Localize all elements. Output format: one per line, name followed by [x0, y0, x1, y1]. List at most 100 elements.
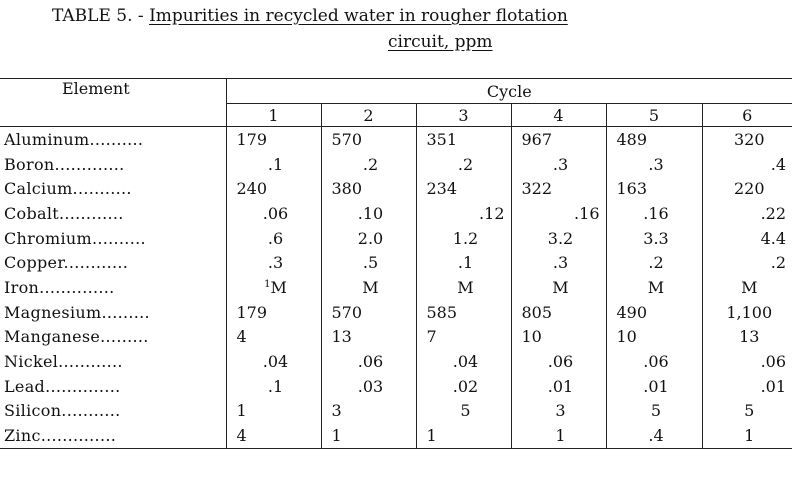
- table-row: Lead.............. .1.03.02.01.01.01: [0, 373, 793, 399]
- value-cell: M: [605, 275, 702, 300]
- element-name: Manganese.........: [4, 327, 149, 347]
- value-cell: .06: [225, 201, 321, 226]
- cycle-number-header: 6: [701, 103, 793, 127]
- table-row: Cobalt............ .06.10.12.16.16.22: [0, 201, 793, 226]
- table-row: Zinc.............. 4 1 1 1.4 1: [0, 423, 793, 449]
- element-name: Cobalt............: [4, 203, 124, 223]
- cycle-number-header: 4: [510, 103, 606, 127]
- value-cell: .06: [510, 349, 606, 374]
- table-number: TABLE 5. -: [52, 6, 144, 26]
- value-cell: 10: [605, 324, 702, 350]
- value-cell: .04: [225, 349, 321, 374]
- value-cell: .06: [605, 349, 702, 374]
- value-cell: .1: [225, 151, 321, 177]
- value-cell: .2: [415, 151, 511, 177]
- value-cell: 380: [320, 176, 416, 202]
- value-cell: 351: [415, 126, 511, 152]
- value-cell: .01: [701, 373, 793, 399]
- value-cell: M: [415, 275, 511, 300]
- value-cell: M: [701, 275, 793, 300]
- value-cell: 179: [225, 299, 321, 325]
- table-row: Nickel............ .04.06.04.06.06.06: [0, 349, 793, 374]
- table-row: Boron............. .1.2.2.3.3.4: [0, 151, 793, 177]
- value-cell: .4: [701, 151, 793, 177]
- table-row: Manganese......... 4 13 7 10 10 13: [0, 324, 793, 350]
- value-cell: .3: [225, 250, 321, 276]
- value-cell: 1: [225, 398, 321, 424]
- table-row: Calcium........... 240 380 234 322 163 220: [0, 176, 793, 202]
- value-cell: .1: [225, 373, 321, 399]
- element-column-header: Element: [0, 78, 226, 127]
- element-name: Zinc..............: [0, 423, 226, 449]
- value-cell: .4: [605, 423, 702, 449]
- table-row: Iron.............. 1M M M M M M: [0, 275, 793, 300]
- value-cell: 4.4: [701, 225, 793, 251]
- table-row: Silicon........... 1 3 5 3 5 5: [0, 398, 793, 424]
- value-cell: .1: [415, 250, 511, 276]
- value-cell: 489: [605, 126, 702, 152]
- element-name: Calcium...........: [4, 179, 132, 199]
- value-cell: 240: [225, 176, 321, 202]
- value-cell: 570: [320, 126, 416, 152]
- value-cell: 13: [320, 324, 416, 350]
- element-name: Boron.............: [4, 154, 125, 174]
- value-cell: 234: [415, 176, 511, 202]
- value-cell: 967: [510, 126, 606, 152]
- value-cell: .03: [320, 373, 416, 399]
- value-cell: 3.3: [605, 225, 702, 251]
- value-cell: 2.0: [320, 225, 416, 251]
- table-row: Copper............ .3.5.1.3.2.2: [0, 250, 793, 276]
- value-cell: 1: [320, 423, 416, 449]
- value-cell: .5: [320, 250, 416, 276]
- value-cell: 490: [605, 299, 702, 325]
- value-cell: .22: [701, 201, 793, 226]
- value-cell: .16: [605, 201, 702, 226]
- value-cell: 179: [225, 126, 321, 152]
- header-row: Element Cycle: [0, 78, 793, 127]
- value-cell: 322: [510, 176, 606, 202]
- footnote-marker: 1: [264, 278, 271, 290]
- value-cell: 163: [605, 176, 702, 202]
- value-cell: .3: [510, 250, 606, 276]
- element-name: Nickel............: [4, 352, 123, 372]
- value-cell: 805: [510, 299, 606, 325]
- value-cell: 570: [320, 299, 416, 325]
- element-name: Iron..............: [4, 277, 115, 297]
- value-cell: 1.2: [415, 225, 511, 251]
- value-cell: 1,100: [701, 299, 793, 325]
- value-cell: M: [510, 275, 606, 300]
- cycle-column-header: Cycle: [225, 78, 793, 104]
- value-cell: .01: [510, 373, 606, 399]
- value-cell: 4: [225, 324, 321, 350]
- cycle-number-header: 2: [320, 103, 416, 127]
- value-cell: 13: [701, 324, 793, 350]
- value-cell: 5: [415, 398, 511, 424]
- element-name: Aluminum..........: [4, 129, 144, 149]
- cycle-number-header: 3: [415, 103, 511, 127]
- element-name: Silicon...........: [4, 401, 121, 421]
- value-cell: 4: [225, 423, 321, 449]
- value-cell: 1: [701, 423, 793, 449]
- element-name: Copper............: [4, 253, 129, 273]
- table-row: Aluminum.......... 179 570 351 967 489 320: [0, 126, 793, 152]
- value-cell: 3: [510, 398, 606, 424]
- title-line-1: TABLE 5. - Impurities in recycled water …: [52, 4, 568, 28]
- value-cell: 220: [701, 176, 793, 202]
- value-cell: .3: [605, 151, 702, 177]
- value-text: M: [270, 277, 287, 297]
- element-name: Magnesium.........: [4, 302, 150, 322]
- value-cell: .12: [415, 201, 511, 226]
- value-cell: .6: [225, 225, 321, 251]
- table-row: Chromium.......... .6 2.0 1.2 3.2 3.3 4.4: [0, 225, 793, 251]
- value-cell: 585: [415, 299, 511, 325]
- value-cell: .10: [320, 201, 416, 226]
- value-cell: 5: [605, 398, 702, 424]
- value-cell: 1: [415, 423, 511, 449]
- value-cell: M: [320, 275, 416, 300]
- value-cell: 1M: [225, 275, 321, 300]
- value-cell: 3: [320, 398, 416, 424]
- value-cell: .2: [320, 151, 416, 177]
- value-cell: 320: [701, 126, 793, 152]
